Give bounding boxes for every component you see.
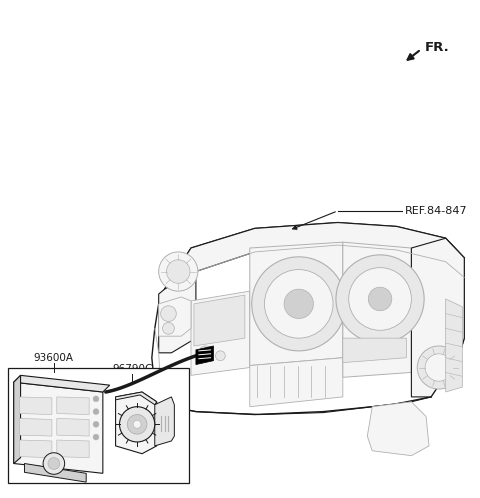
Polygon shape [20, 418, 52, 436]
Circle shape [43, 453, 65, 474]
Circle shape [93, 421, 99, 427]
Polygon shape [411, 238, 464, 397]
Circle shape [93, 396, 99, 402]
Text: FR.: FR. [425, 41, 450, 54]
Polygon shape [116, 392, 157, 454]
Polygon shape [191, 291, 250, 375]
Polygon shape [194, 295, 245, 346]
Circle shape [161, 306, 176, 322]
Polygon shape [196, 346, 214, 365]
Circle shape [48, 458, 60, 470]
Polygon shape [159, 297, 191, 336]
Circle shape [252, 257, 346, 351]
Polygon shape [343, 338, 407, 363]
Circle shape [264, 269, 333, 338]
Circle shape [127, 414, 147, 434]
Circle shape [120, 407, 155, 442]
Polygon shape [250, 242, 343, 366]
Polygon shape [57, 397, 89, 414]
Circle shape [167, 260, 190, 283]
Circle shape [368, 287, 392, 311]
Text: 93600A: 93600A [34, 353, 74, 363]
Polygon shape [116, 392, 157, 405]
Polygon shape [445, 299, 462, 392]
Polygon shape [14, 375, 21, 464]
Circle shape [93, 409, 99, 414]
Circle shape [348, 267, 411, 330]
Text: REF.84-847: REF.84-847 [405, 206, 467, 216]
Polygon shape [250, 358, 343, 407]
Circle shape [163, 323, 174, 334]
Polygon shape [24, 464, 86, 482]
Polygon shape [367, 402, 429, 456]
Circle shape [284, 289, 313, 319]
Polygon shape [57, 418, 89, 436]
Text: 96790C: 96790C [112, 365, 153, 374]
Polygon shape [20, 397, 52, 414]
Polygon shape [343, 242, 411, 377]
Circle shape [336, 255, 424, 343]
Polygon shape [14, 375, 110, 392]
Circle shape [159, 252, 198, 291]
Polygon shape [165, 223, 464, 301]
Circle shape [199, 346, 213, 360]
Polygon shape [14, 382, 103, 473]
Polygon shape [155, 397, 174, 446]
Polygon shape [159, 271, 196, 353]
Circle shape [425, 354, 453, 381]
Polygon shape [57, 440, 89, 458]
Polygon shape [20, 440, 52, 458]
Circle shape [216, 351, 225, 361]
Circle shape [133, 420, 141, 428]
Circle shape [93, 434, 99, 440]
Bar [8, 368, 189, 483]
Circle shape [417, 346, 460, 389]
